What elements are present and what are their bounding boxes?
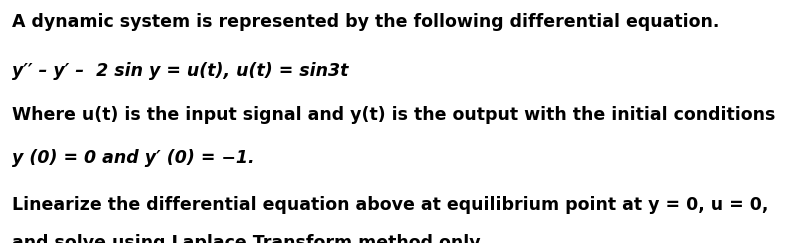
Text: Linearize the differential equation above at equilibrium point at y = 0, u = 0,: Linearize the differential equation abov… <box>12 196 768 214</box>
Text: and solve using Laplace Transform method only.: and solve using Laplace Transform method… <box>12 234 486 243</box>
Text: y (0) = 0 and y′ (0) = −1.: y (0) = 0 and y′ (0) = −1. <box>12 149 254 167</box>
Text: Where u(t) is the input signal and y(t) is the output with the initial condition: Where u(t) is the input signal and y(t) … <box>12 106 775 124</box>
Text: A dynamic system is represented by the following differential equation.: A dynamic system is represented by the f… <box>12 13 719 31</box>
Text: y′′ – y′ –  2 sin y = u(t), u(t) = sin3t: y′′ – y′ – 2 sin y = u(t), u(t) = sin3t <box>12 62 348 80</box>
